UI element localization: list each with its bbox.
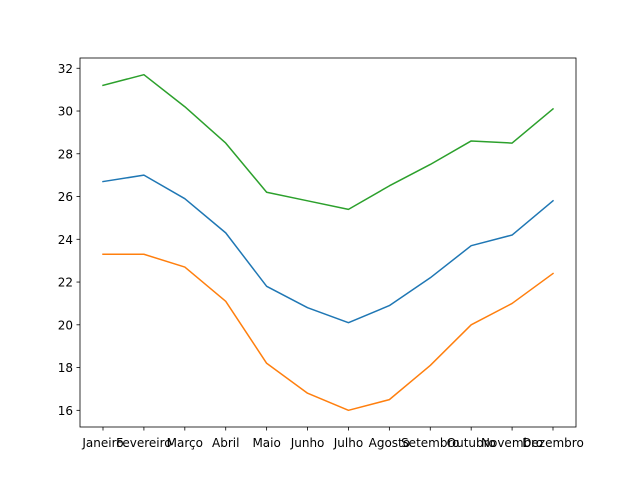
x-tick-label: Setembro: [401, 436, 459, 450]
series-line-3: [102, 73, 555, 211]
y-tick-label: 30: [58, 105, 73, 119]
y-tick-label: 22: [58, 276, 73, 290]
x-tick-label: Maio: [252, 436, 280, 450]
x-tick-label: Agosto: [369, 436, 410, 450]
y-tick-label: 18: [58, 361, 73, 375]
x-tick-label: Dezembro: [522, 436, 584, 450]
y-tick-label: 16: [58, 404, 73, 418]
plot-background: [80, 58, 576, 427]
plot-frame: [79, 57, 577, 428]
y-tick-label: 32: [58, 62, 73, 76]
series-line-2: [102, 253, 555, 412]
x-tick-label: Julho: [333, 436, 363, 450]
x-tick-label: Janeiro: [81, 436, 123, 450]
x-tick-label: Fevereiro: [116, 436, 172, 450]
y-tick-label: 28: [58, 147, 73, 161]
series-lines: [102, 73, 555, 412]
y-tick-label: 24: [58, 233, 73, 247]
y-tick-label: 20: [58, 318, 73, 332]
x-tick-label: Outubro: [447, 436, 496, 450]
x-tick-label: Junho: [290, 436, 325, 450]
y-axis-ticks: 16 18 20 22 24 26 28 30 32: [58, 62, 80, 418]
x-tick-label: Abril: [212, 436, 239, 450]
series-line-1: [102, 174, 555, 324]
x-tick-label: Março: [167, 436, 203, 450]
x-tick-label: Novembro: [481, 436, 543, 450]
y-tick-label: 26: [58, 190, 73, 204]
